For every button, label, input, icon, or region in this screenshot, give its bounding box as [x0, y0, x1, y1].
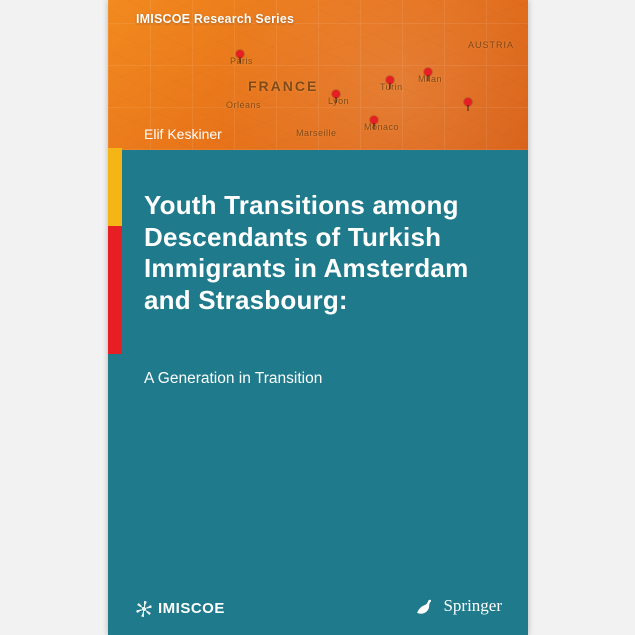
accent-bar-yellow [108, 148, 122, 226]
page-container: FRANCE Paris Lyon Turin Milan Monaco Mar… [0, 0, 635, 635]
map-pin-icon [370, 116, 378, 124]
imiscoe-mark-icon [136, 601, 152, 617]
map-label-city: Monaco [364, 122, 399, 132]
author-name: Elif Keskiner [144, 126, 222, 142]
book-subtitle: A Generation in Transition [144, 370, 488, 388]
title-line: Descendants of Turkish [144, 222, 498, 254]
map-pin-icon [464, 98, 472, 106]
book-title: Youth Transitions amongDescendants of Tu… [144, 190, 498, 317]
title-line: and Strasbourg: [144, 285, 498, 317]
series-name: IMISCOE Research Series [136, 12, 294, 26]
title-line: Immigrants in Amsterdam [144, 253, 498, 285]
map-label-country-right: AUSTRIA [468, 40, 514, 50]
imiscoe-text: IMISCOE [158, 600, 225, 617]
map-pin-icon [332, 90, 340, 98]
map-label-country: FRANCE [248, 78, 318, 94]
footer: IMISCOE Springer [108, 595, 528, 617]
map-label-city: Milan [418, 74, 442, 84]
springer-horse-icon [413, 595, 435, 617]
imiscoe-logo: IMISCOE [136, 600, 225, 617]
map-label-city: Marseille [296, 128, 337, 138]
book-cover: FRANCE Paris Lyon Turin Milan Monaco Mar… [108, 0, 528, 635]
springer-text: Springer [443, 596, 502, 616]
map-pin-icon [424, 68, 432, 76]
map-pin-icon [236, 50, 244, 58]
springer-logo: Springer [413, 595, 502, 617]
title-line: Youth Transitions among [144, 190, 498, 222]
map-label-city: Orléans [226, 100, 261, 110]
map-pin-icon [386, 76, 394, 84]
accent-bar-red [108, 226, 122, 354]
map-label-city: Lyon [328, 96, 349, 106]
